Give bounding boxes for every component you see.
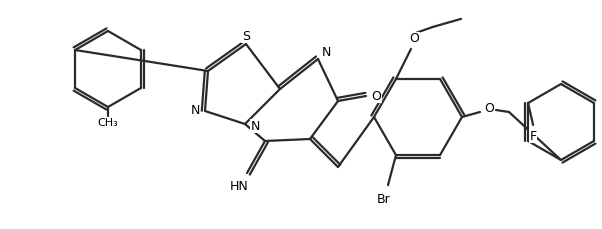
Text: O: O — [371, 90, 381, 103]
Text: N: N — [190, 104, 200, 117]
Text: F: F — [530, 130, 536, 142]
Text: Br: Br — [377, 193, 391, 206]
Text: O: O — [409, 32, 419, 45]
Text: N: N — [250, 120, 259, 133]
Text: O: O — [484, 101, 494, 114]
Text: CH₃: CH₃ — [98, 118, 119, 128]
Text: S: S — [242, 30, 250, 43]
Text: HN: HN — [229, 180, 249, 194]
Text: N: N — [321, 46, 330, 60]
